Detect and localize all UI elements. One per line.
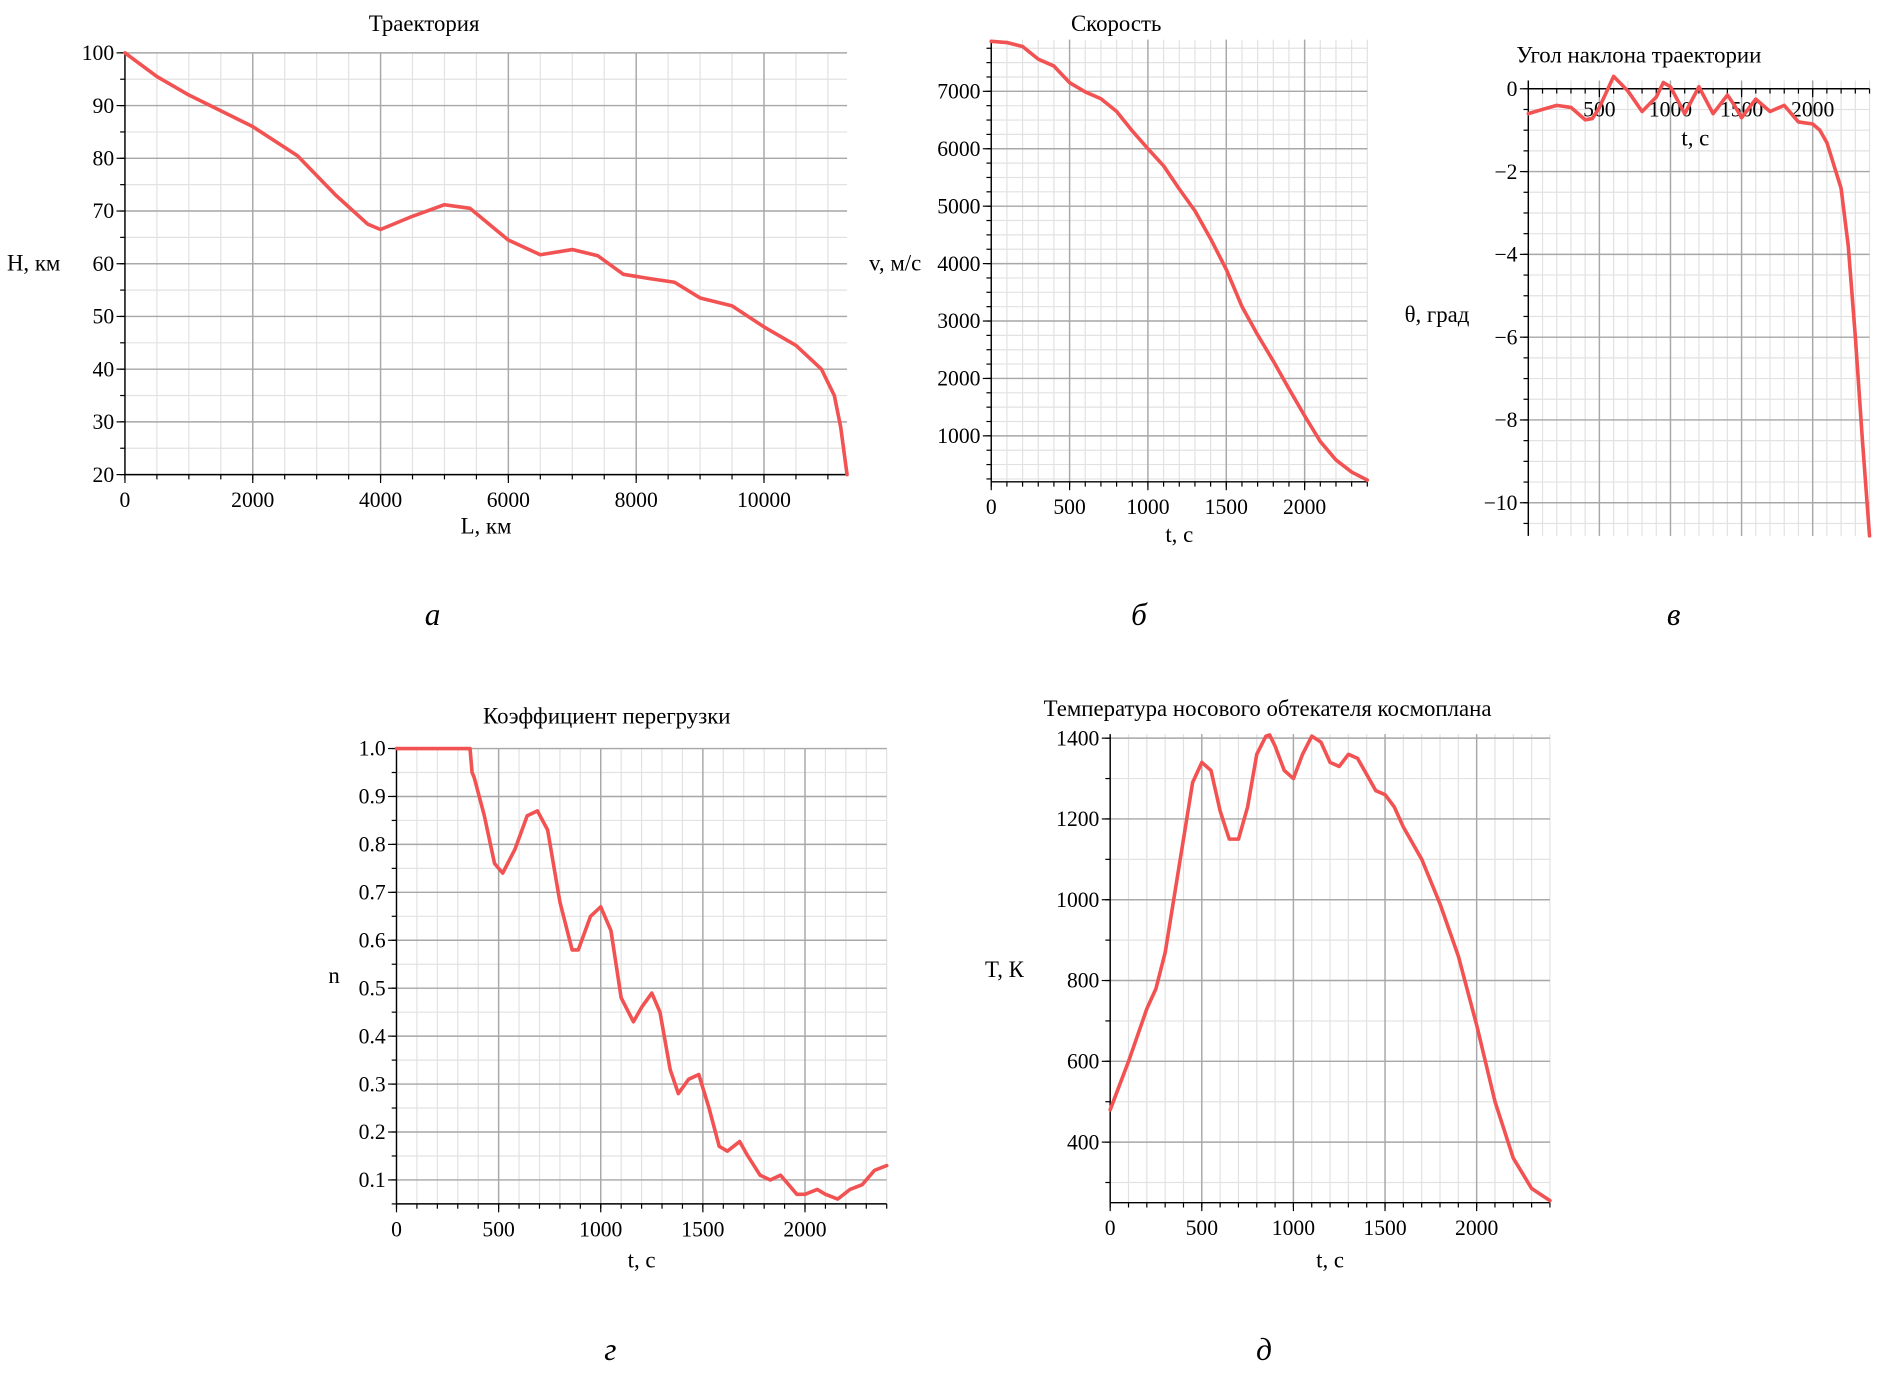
gridlines [1109,734,1551,1203]
x-tick-label: 0 [120,488,131,512]
y-tick-label: 400 [1067,1130,1099,1154]
y-tick-label: 70 [93,199,115,223]
gridlines [990,39,1368,482]
y-tick-label: 0.5 [359,976,386,1000]
x-tick-label: 4000 [359,488,402,512]
y-tick-label: 4000 [937,252,980,276]
y-tick-label: 2000 [937,367,980,391]
y-tick-label: −6 [1494,325,1517,349]
y-tick-label: 7000 [937,80,980,104]
x-tick-label: 0 [986,495,997,519]
chart-title: Траектория [369,11,480,36]
x-tick-label: 1500 [681,1217,724,1241]
y-tick-label: 90 [93,94,115,118]
y-tick-label: 50 [93,305,115,329]
y-tick-label: 20 [93,463,115,487]
series-line [989,39,1370,482]
series-line [123,51,849,477]
x-tick-label: 500 [482,1217,514,1241]
y-axis-label: v, м/с [869,250,921,275]
x-axis-label: t, с [628,1248,656,1273]
y-tick-label: 600 [1067,1050,1099,1074]
series-line [1108,733,1552,1203]
chart-panel-2: 0 500 1000 1500 2000 1000 2000 3000 4000 5000 6000… [869,11,1370,632]
chart-panel-5: 0 500 1000 1500 2000 400 600 800 1000 1200 1400 Тем… [985,696,1552,1367]
x-axis-label: t, с [1681,125,1709,150]
x-tick-label: 10000 [737,488,791,512]
y-tick-label: 0 [1507,77,1518,101]
y-tick-label: 5000 [937,194,980,218]
y-tick-label: 80 [93,147,115,171]
x-axis-label: L, км [461,513,512,538]
x-tick-label: 2000 [1791,97,1834,121]
gridlines [124,52,848,476]
y-tick-label: 800 [1067,969,1099,993]
y-tick-label: 0.6 [359,928,386,952]
x-tick-label: 0 [1105,1216,1116,1240]
y-tick-label: 0.9 [359,785,386,809]
y-axis-label: T, К [985,957,1025,982]
series-line [394,746,889,1201]
panel-caption: а [425,597,441,632]
y-tick-label: 1000 [937,424,980,448]
y-tick-label: 30 [93,410,115,434]
y-tick-label: −2 [1494,160,1517,184]
y-tick-label: −4 [1494,243,1517,267]
y-tick-label: 1400 [1056,726,1099,750]
x-tick-label: 0 [391,1217,402,1241]
y-tick-label: 1.0 [359,737,386,761]
series-line [1526,74,1872,538]
chart-title: Температура носового обтекателя космопла… [1044,696,1492,721]
x-tick-label: 1000 [1649,97,1692,121]
chart-panel-4: 0 500 1000 1500 2000 0.1 0.2 0.3 0.4 0.5 0.6 0.7 0.8… [328,703,889,1367]
chart-panel-1: 0 2000 4000 6000 8000 10000 20 30 40 50 60 70 80 90 10… [7,11,849,632]
x-tick-label: 2000 [1283,495,1326,519]
y-tick-label: 0.3 [359,1072,386,1096]
x-tick-label: 500 [1186,1216,1218,1240]
y-axis-label: θ, град [1405,302,1470,327]
chart-title: Скорость [1071,11,1161,36]
x-tick-label: 8000 [615,488,658,512]
y-tick-label: 0.7 [359,881,386,905]
x-axis-label: t, с [1316,1248,1344,1273]
y-tick-label: 100 [82,41,114,65]
y-tick-label: 1000 [1056,888,1099,912]
x-tick-label: 1000 [579,1217,622,1241]
y-tick-label: −8 [1494,408,1517,432]
x-tick-label: 2000 [1455,1216,1498,1240]
y-tick-label: −10 [1484,491,1518,515]
chart-title: Угол наклона траектории [1516,42,1761,67]
x-tick-label: 1500 [1363,1216,1406,1240]
y-tick-label: 0.8 [359,833,386,857]
panel-caption: в [1667,597,1681,632]
y-tick-label: 0.2 [359,1120,386,1144]
x-axis-label: t, с [1165,522,1193,547]
y-tick-label: 40 [93,357,115,381]
panel-caption: б [1131,597,1148,632]
y-tick-label: 6000 [937,137,980,161]
x-tick-label: 2000 [231,488,274,512]
panel-caption: г [604,1332,616,1367]
y-tick-label: 60 [93,252,115,276]
x-tick-label: 1500 [1205,495,1248,519]
x-tick-label: 1000 [1272,1216,1315,1240]
x-tick-label: 6000 [487,488,530,512]
y-tick-label: 0.4 [359,1024,386,1048]
y-axis-label: n [328,963,340,988]
gridlines [395,747,888,1205]
x-tick-label: 1000 [1126,495,1169,519]
y-tick-label: 3000 [937,309,980,333]
y-tick-label: 1200 [1056,807,1099,831]
y-axis-label: H, км [7,250,60,275]
x-tick-label: 500 [1053,495,1085,519]
chart-title: Коэффициент перегрузки [483,703,731,728]
y-tick-label: 0.1 [359,1168,386,1192]
panel-caption: д [1256,1332,1272,1367]
x-tick-label: 2000 [783,1217,826,1241]
